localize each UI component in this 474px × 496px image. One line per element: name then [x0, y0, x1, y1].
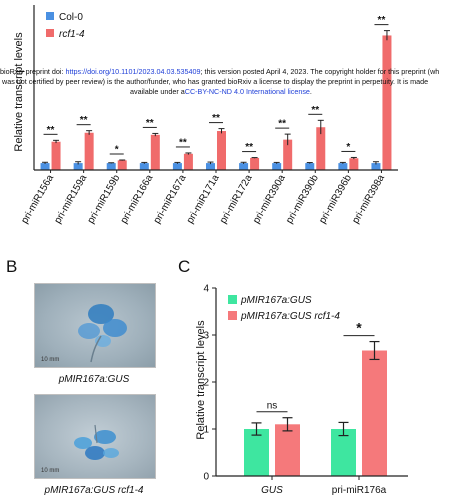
chart-c: Relative transcript levels 0 1 2 3 4 ns * GUS…	[195, 284, 408, 496]
photo-2-caption: pMIR167a:GUS rcf1-4	[44, 485, 144, 496]
seedling-drawing-2	[74, 424, 119, 460]
panel-label-b: B	[6, 257, 17, 276]
chart-c-ylabel: Relative transcript levels	[195, 320, 207, 440]
sig-label-c-1: *	[356, 320, 362, 336]
bar-col0-0	[40, 163, 50, 170]
bar-col0-6	[239, 163, 249, 170]
bar-rcf1-1	[84, 132, 94, 170]
x-label-9: pri-miR396b	[317, 173, 354, 226]
bar-col0-8	[305, 163, 315, 170]
chart-c-xlabels: GUS pri-miR176a	[261, 476, 387, 496]
bar-col0-2	[106, 163, 116, 170]
sig-label-9: *	[346, 142, 350, 153]
x-label-4: pri-miR167a	[152, 173, 189, 226]
x-label-2: pri-miR159b	[86, 173, 123, 226]
sig-label-2: *	[115, 144, 119, 155]
bar-rcf1-7	[283, 139, 293, 170]
bar-col0-3	[139, 163, 149, 170]
photo-1-caption: pMIR167a:GUS	[58, 374, 130, 385]
bar-rcf1-5	[217, 131, 226, 170]
bar-col0-5	[206, 163, 215, 170]
bar-c-1-1	[362, 350, 387, 476]
x-label-6: pri-miR172a	[218, 173, 255, 226]
legend-label-rcf1: rcf1-4	[59, 29, 85, 40]
bar-col0-10	[371, 163, 381, 170]
sig-label-c-0: ns	[267, 401, 278, 412]
y-tick-label-2: 2	[203, 378, 209, 389]
sig-label-7: **	[278, 119, 286, 130]
legend-label-col0: Col-0	[59, 12, 83, 23]
watermark-line-3: available under aCC-BY-NC-ND 4.0 Interna…	[130, 87, 312, 96]
bar-col0-9	[338, 163, 348, 170]
sig-label-1: **	[80, 115, 88, 126]
x-label-3: pri-miR166a	[119, 173, 156, 226]
chart-a-ylabel: Relative transcript levels	[13, 32, 25, 152]
legend-label-gus: pMIR167a:GUS	[240, 295, 312, 306]
bar-rcf1-6	[250, 157, 260, 170]
sig-label-8: **	[311, 105, 319, 116]
chart-c-marks: ns *	[244, 320, 387, 476]
bar-c-0-0	[244, 429, 269, 476]
legend-swatch-rcf1	[46, 29, 54, 37]
bar-rcf1-10	[382, 35, 392, 171]
x-label-5: pri-miR171a	[185, 173, 222, 226]
bar-rcf1-8	[316, 127, 326, 170]
legend-swatch-gus	[228, 295, 237, 304]
y-tick-label-3: 3	[203, 331, 209, 342]
y-tick-label-0: 0	[203, 472, 209, 483]
sig-label-4: **	[179, 137, 187, 148]
watermark-line-2: was not certified by peer review) is the…	[1, 77, 428, 86]
chart-a-marks: ********************	[40, 15, 392, 171]
bar-rcf1-9	[349, 158, 359, 170]
legend-label-gus-rcf1: pMIR167a:GUS rcf1-4	[240, 311, 340, 322]
photo-1-scale: 10 mm	[41, 357, 60, 363]
x-label-1: pri-miR159a	[52, 173, 89, 226]
x-label-c-1: pri-miR176a	[332, 485, 387, 496]
bar-rcf1-0	[51, 141, 61, 170]
chart-a-xlabels: pri-miR156apri-miR159apri-miR159bpri-miR…	[19, 170, 387, 226]
bar-col0-4	[172, 163, 182, 170]
bar-col0-7	[272, 163, 282, 170]
panel-label-c: C	[178, 257, 190, 276]
y-tick-label-4: 4	[203, 284, 209, 295]
x-label-10: pri-miR398a	[350, 173, 387, 226]
seedling-photo-gus: 10 mm	[34, 283, 156, 368]
sig-label-10: **	[378, 15, 386, 26]
y-tick-label-1: 1	[203, 425, 209, 436]
legend-swatch-gus-rcf1	[228, 311, 237, 320]
bar-rcf1-4	[183, 153, 193, 170]
bar-c-1-0	[275, 424, 300, 476]
sig-label-0: **	[47, 125, 55, 136]
x-label-c-0: GUS	[261, 485, 283, 496]
seedling-photo-gus-rcf1: 10 mm	[34, 394, 156, 479]
bar-rcf1-2	[117, 160, 127, 170]
x-label-8: pri-miR390b	[284, 173, 321, 226]
sig-label-3: **	[146, 118, 154, 129]
bar-c-0-1	[331, 429, 356, 476]
sig-label-6: **	[245, 142, 253, 153]
photo-2-scale: 10 mm	[41, 468, 60, 474]
bar-rcf1-3	[150, 134, 160, 170]
legend-swatch-col0	[46, 12, 54, 20]
x-label-7: pri-miR390a	[251, 173, 288, 226]
seedling-drawing-1	[78, 304, 127, 363]
biorxiv-watermark: bioRxiv preprint doi: https://doi.org/10…	[0, 67, 439, 96]
bar-col0-1	[73, 163, 83, 170]
sig-label-5: **	[212, 113, 220, 124]
x-label-0: pri-miR156a	[19, 173, 56, 226]
chart-c-yticks: 0 1 2 3 4	[203, 284, 216, 483]
chart-a: Relative transcript levels *************…	[13, 5, 398, 226]
watermark-line-1: bioRxiv preprint doi: https://doi.org/10…	[0, 67, 439, 76]
